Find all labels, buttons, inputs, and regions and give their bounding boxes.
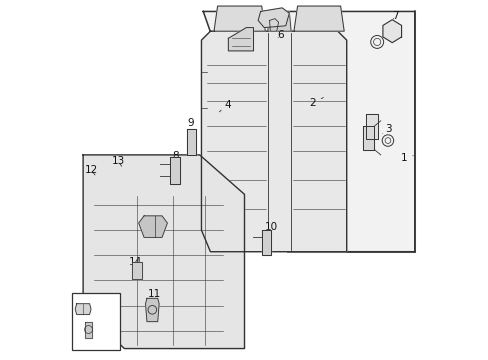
Polygon shape (293, 6, 344, 31)
Polygon shape (201, 31, 346, 252)
Polygon shape (228, 28, 253, 51)
Text: 12: 12 (84, 165, 98, 175)
Polygon shape (366, 114, 377, 139)
Polygon shape (131, 262, 142, 279)
Polygon shape (203, 12, 414, 252)
Text: 14: 14 (128, 257, 142, 267)
Text: 13: 13 (111, 156, 124, 166)
Polygon shape (83, 155, 244, 348)
Polygon shape (261, 230, 271, 255)
Text: 11: 11 (147, 289, 161, 302)
Text: 6: 6 (277, 31, 283, 40)
Text: 5: 5 (235, 36, 242, 46)
Text: 10: 10 (264, 222, 277, 235)
Polygon shape (258, 8, 289, 28)
Polygon shape (382, 20, 401, 42)
Polygon shape (145, 298, 159, 321)
Polygon shape (214, 6, 265, 31)
Polygon shape (139, 216, 167, 237)
Polygon shape (362, 126, 373, 149)
Text: 3: 3 (382, 124, 391, 134)
FancyBboxPatch shape (72, 293, 120, 350)
Polygon shape (85, 321, 92, 338)
Text: 9: 9 (187, 118, 194, 133)
Text: 1: 1 (400, 153, 412, 163)
Text: 4: 4 (219, 100, 230, 112)
Text: 15: 15 (83, 303, 96, 314)
Text: 8: 8 (172, 150, 179, 161)
Polygon shape (187, 129, 196, 155)
Text: 7: 7 (391, 11, 398, 21)
Polygon shape (169, 157, 180, 184)
Polygon shape (269, 19, 278, 31)
Text: 2: 2 (309, 98, 323, 108)
Polygon shape (75, 304, 91, 315)
Polygon shape (267, 12, 290, 31)
